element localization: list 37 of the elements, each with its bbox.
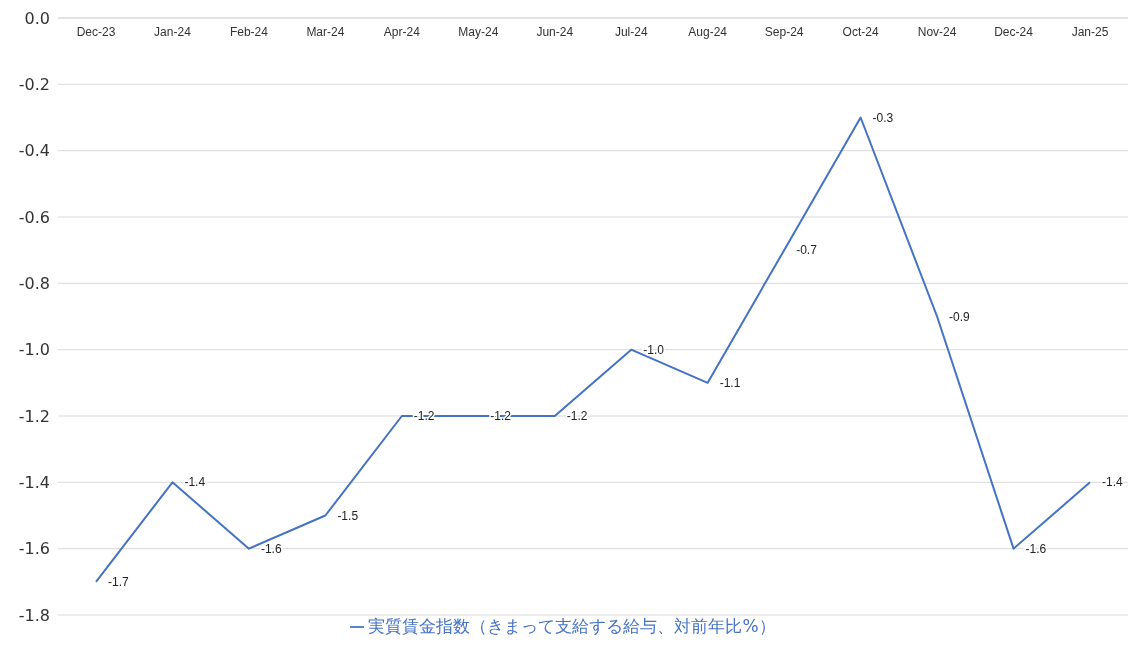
data-label: -1.7 bbox=[108, 574, 129, 589]
x-tick-label: Oct-24 bbox=[842, 25, 879, 39]
y-tick-label: -0.4 bbox=[18, 141, 50, 161]
data-label: -1.4 bbox=[184, 475, 206, 490]
data-label: -0.7 bbox=[796, 243, 818, 258]
data-label: -1.2 bbox=[566, 409, 588, 423]
data-label: -0.3 bbox=[872, 110, 894, 125]
y-tick-label: -0.8 bbox=[18, 274, 50, 294]
y-tick-label: -1.0 bbox=[18, 340, 50, 360]
y-tick-label: -1.4 bbox=[18, 473, 50, 493]
y-tick-label: -1.2 bbox=[18, 406, 50, 426]
data-label: -1.6 bbox=[260, 541, 282, 556]
y-tick-label: -1.8 bbox=[18, 605, 50, 625]
x-tick-label: Feb-24 bbox=[229, 25, 269, 39]
x-tick-label: Jun-24 bbox=[536, 25, 574, 39]
x-tick-label: Jan-24 bbox=[154, 25, 192, 39]
x-tick-label: Dec-24 bbox=[994, 25, 1034, 39]
data-label: -1.4 bbox=[1102, 475, 1123, 490]
data-label: -1.5 bbox=[337, 508, 359, 523]
data-label: -1.1 bbox=[719, 375, 741, 390]
x-tick-label: Nov-24 bbox=[917, 25, 957, 39]
y-tick-label: -1.6 bbox=[18, 539, 50, 559]
legend-label: 実質賃金指数（きまって支給する給与、対前年比%） bbox=[368, 616, 776, 636]
x-tick-label: Jan-25 bbox=[1071, 25, 1109, 39]
data-label: -1.0 bbox=[643, 342, 665, 357]
x-tick-label: Jul-24 bbox=[614, 25, 648, 39]
data-label: -0.9 bbox=[949, 309, 971, 324]
x-tick-label: Dec-23 bbox=[76, 25, 116, 39]
x-tick-label: Mar-24 bbox=[306, 25, 345, 39]
x-tick-label: Aug-24 bbox=[688, 25, 728, 39]
x-tick-label: Apr-24 bbox=[383, 25, 421, 39]
x-tick-label: May-24 bbox=[458, 25, 499, 39]
data-label: -1.6 bbox=[1025, 541, 1047, 556]
y-tick-label: -0.6 bbox=[18, 207, 50, 227]
y-tick-label: -0.2 bbox=[18, 75, 50, 95]
y-tick-label: 0.0 bbox=[24, 8, 50, 28]
x-tick-label: Sep-24 bbox=[764, 25, 804, 39]
